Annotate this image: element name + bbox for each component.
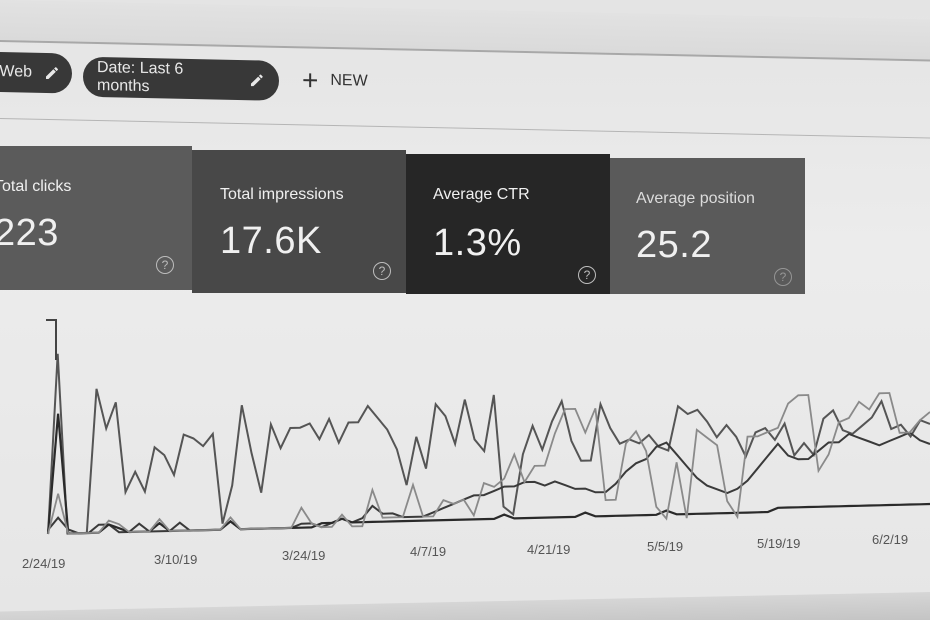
metric-value: 1.3% xyxy=(433,222,522,264)
plus-icon: + xyxy=(302,64,319,96)
filter-bar: Web Date: Last 6 months + NEW xyxy=(0,46,930,145)
metric-label: Average position xyxy=(636,190,755,207)
new-filter-label: NEW xyxy=(330,71,368,90)
filter-chip-label: Date: Last 6 months xyxy=(97,59,184,96)
pencil-icon xyxy=(251,74,264,87)
metric-value: 25.2 xyxy=(636,224,712,266)
metric-card-average-position[interactable]: Average position 25.2 ? xyxy=(610,158,805,294)
x-tick-label: 6/2/19 xyxy=(872,532,909,547)
question-circle-icon[interactable]: ? xyxy=(156,256,174,274)
metric-label: Average CTR xyxy=(433,186,530,203)
x-tick-label: 5/5/19 xyxy=(647,539,684,554)
x-tick-label: 4/7/19 xyxy=(410,544,447,559)
line-chart-plot[interactable] xyxy=(0,300,930,540)
question-circle-icon[interactable]: ? xyxy=(774,268,792,286)
series-line xyxy=(46,413,930,535)
series-line xyxy=(47,392,930,535)
metric-label: Total impressions xyxy=(220,186,344,203)
filter-chip-date[interactable]: Date: Last 6 months xyxy=(83,56,279,101)
metric-label: Total clicks xyxy=(0,178,72,195)
metric-cards: Total clicks 223 ? Total impressions 17.… xyxy=(0,146,810,296)
metric-card-total-clicks[interactable]: Total clicks 223 ? xyxy=(0,146,192,290)
x-tick-label: 3/24/19 xyxy=(282,548,326,563)
metric-value: 17.6K xyxy=(220,220,322,262)
question-circle-icon[interactable]: ? xyxy=(373,262,391,280)
question-circle-icon[interactable]: ? xyxy=(578,266,596,284)
series-line xyxy=(47,353,930,535)
metric-value: 223 xyxy=(0,212,59,254)
x-tick-label: 4/21/19 xyxy=(527,542,571,557)
x-tick-label: 3/10/19 xyxy=(154,552,198,567)
filter-chip-search-type[interactable]: Web xyxy=(0,51,72,94)
filter-chip-label: Web xyxy=(0,62,32,81)
pencil-icon xyxy=(46,67,59,80)
new-filter-button[interactable]: + NEW xyxy=(302,64,368,96)
performance-chart: 2/24/19 3/10/19 3/24/19 4/7/19 4/21/19 5… xyxy=(0,300,930,600)
metric-card-average-ctr[interactable]: Average CTR 1.3% ? xyxy=(406,154,610,294)
x-tick-label: 5/19/19 xyxy=(757,536,801,551)
x-tick-label: 2/24/19 xyxy=(22,556,66,571)
metric-card-total-impressions[interactable]: Total impressions 17.6K ? xyxy=(192,150,406,293)
